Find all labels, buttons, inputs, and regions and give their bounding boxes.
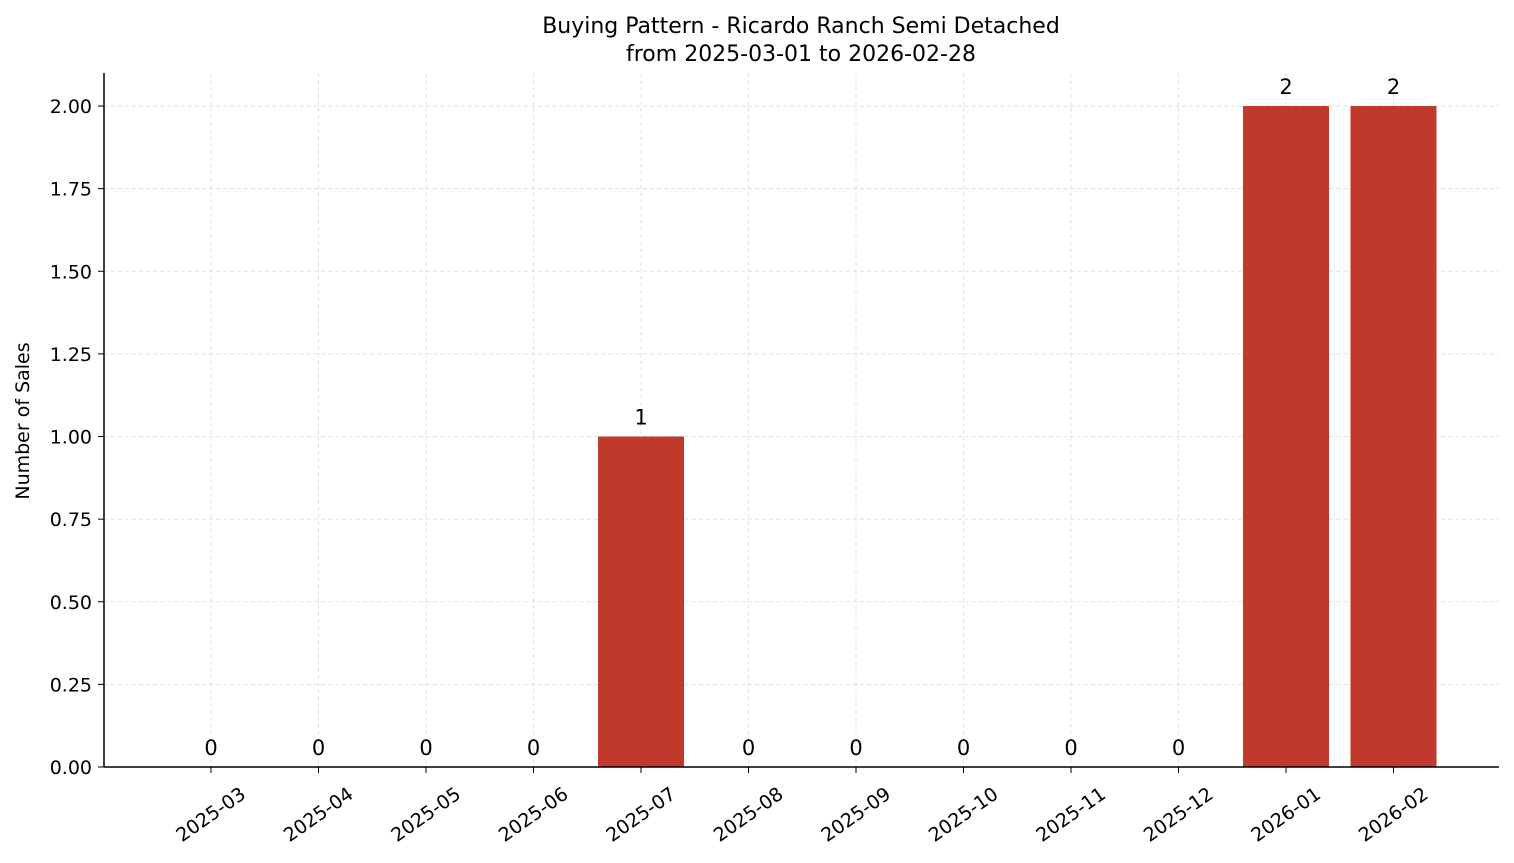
y-tick-label: 1.75 — [50, 179, 92, 201]
y-tick-label: 1.00 — [50, 427, 92, 449]
y-tick-label: 0.25 — [50, 674, 92, 696]
data-label: 2 — [1387, 75, 1400, 99]
data-label: 0 — [419, 736, 432, 760]
x-tick-label: 2025-12 — [1140, 783, 1218, 847]
x-tick-label: 2025-09 — [817, 783, 895, 847]
x-tick-label: 2025-03 — [172, 783, 250, 847]
x-tick-label: 2026-02 — [1355, 783, 1433, 847]
x-tick-label: 2025-08 — [710, 783, 788, 847]
data-label: 0 — [957, 736, 970, 760]
data-label: 2 — [1279, 75, 1292, 99]
data-label: 0 — [1064, 736, 1077, 760]
x-tick-label: 2025-11 — [1032, 783, 1110, 847]
chart-subtitle: from 2025-03-01 to 2026-02-28 — [626, 42, 976, 67]
x-tick-label: 2025-05 — [387, 783, 465, 847]
data-label: 0 — [204, 736, 217, 760]
bar — [1243, 106, 1329, 768]
y-axis-label: Number of Sales — [12, 342, 34, 499]
bar — [1350, 106, 1437, 768]
x-tick-label: 2025-06 — [495, 783, 573, 847]
y-tick-label: 0.00 — [50, 757, 92, 779]
y-tick-label: 1.50 — [50, 261, 92, 283]
bars — [598, 106, 1437, 768]
y-tick-label: 0.75 — [50, 509, 92, 531]
y-tick-label: 0.50 — [50, 592, 92, 614]
data-label: 0 — [312, 736, 325, 760]
data-labels: 0 0 0 0 1 0 0 0 0 0 2 2 — [204, 75, 1400, 760]
y-tick-label: 2.00 — [50, 96, 92, 118]
x-tick-label: 2026-01 — [1247, 783, 1325, 847]
data-label: 0 — [527, 736, 540, 760]
data-label: 0 — [1172, 736, 1185, 760]
x-tick-label: 2025-10 — [925, 783, 1003, 847]
bar — [598, 436, 684, 767]
x-tick-label: 2025-04 — [280, 783, 358, 847]
data-label: 1 — [634, 406, 647, 430]
data-label: 0 — [742, 736, 755, 760]
y-tick-label: 1.25 — [50, 344, 92, 366]
chart-title: Buying Pattern - Ricardo Ranch Semi Deta… — [542, 14, 1060, 39]
x-tick-label: 2025-07 — [602, 783, 680, 847]
data-label: 0 — [849, 736, 862, 760]
